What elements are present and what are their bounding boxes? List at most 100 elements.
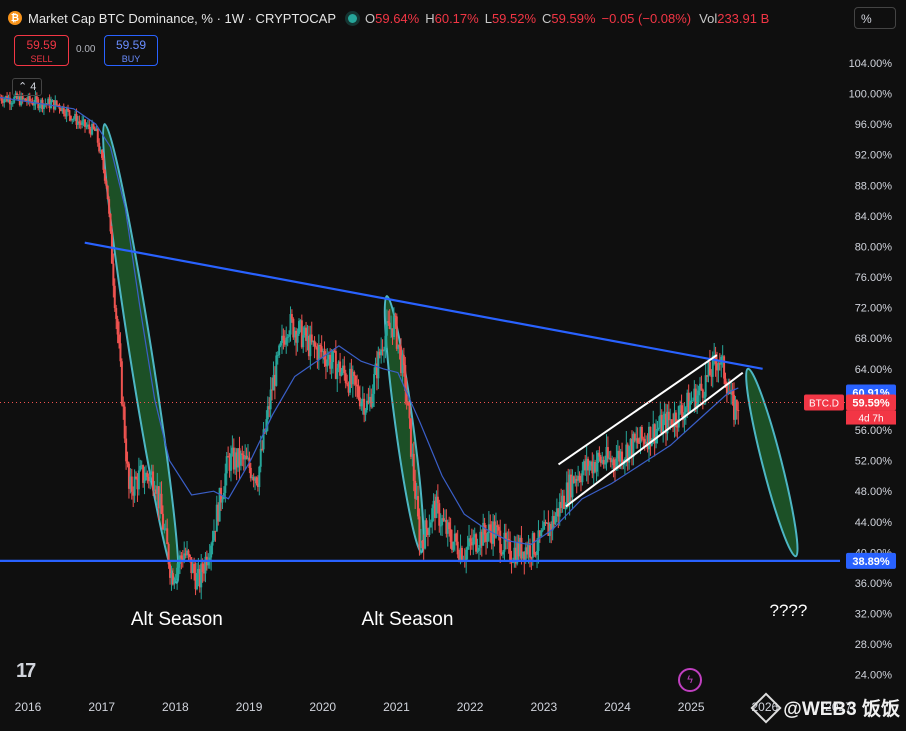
candle-body	[480, 531, 483, 546]
candle-body	[473, 534, 476, 538]
sell-button[interactable]: 59.59 SELL	[14, 35, 69, 66]
buy-button[interactable]: 59.59 BUY	[104, 35, 158, 66]
candle-body	[686, 392, 689, 408]
candle-body	[98, 142, 101, 152]
candle-body	[0, 97, 3, 101]
lightning-icon[interactable]: ϟ	[678, 668, 702, 692]
candle-body	[592, 462, 595, 474]
candle-body	[353, 372, 356, 377]
candle-body	[564, 508, 567, 510]
candle-body	[526, 547, 529, 555]
candle-body	[490, 531, 493, 544]
candle-body	[47, 98, 50, 104]
candle-body	[269, 389, 272, 410]
candle-body	[659, 414, 662, 428]
candle-body	[297, 321, 300, 334]
candle-body	[102, 157, 105, 170]
candle-body	[380, 349, 383, 356]
candle-body	[618, 450, 621, 462]
candle-body	[259, 448, 262, 467]
candle-body	[519, 537, 522, 557]
candle-body	[334, 351, 337, 379]
candle-body	[78, 121, 81, 124]
candle-body	[252, 477, 255, 481]
y-tick-label: 68.00%	[855, 333, 893, 345]
trendlines	[0, 241, 840, 562]
candle-body	[429, 522, 432, 528]
candle-body	[173, 580, 176, 585]
candle-body	[309, 334, 312, 357]
candle-body	[150, 471, 153, 474]
candle-body	[545, 522, 548, 524]
candle-body	[354, 376, 357, 385]
candle-body	[79, 123, 82, 125]
candle-body	[68, 110, 71, 116]
candle-body	[161, 513, 164, 530]
candle-body	[409, 418, 412, 457]
candle-body	[349, 368, 351, 393]
candle-body	[649, 426, 652, 446]
candle-body	[61, 106, 64, 112]
candle-body	[459, 547, 462, 561]
candle-body	[207, 560, 210, 566]
candle-body	[553, 516, 556, 525]
candle-body	[608, 457, 611, 459]
x-tick-label: 2026	[751, 700, 778, 714]
scale-mode-button[interactable]: %	[854, 7, 896, 29]
spread-value: 0.00	[76, 44, 96, 55]
candle-body	[412, 453, 415, 481]
candle-body	[528, 543, 531, 558]
candle-body	[663, 413, 666, 420]
candle-body	[82, 119, 85, 122]
indicators-toggle[interactable]: ⌃ 4	[12, 78, 43, 96]
candle-body	[520, 537, 523, 559]
candle-body	[674, 412, 677, 426]
candle-body	[157, 486, 160, 509]
candle-body	[381, 349, 384, 351]
candle-body	[91, 123, 94, 135]
candle-body	[93, 128, 96, 131]
candle-body	[383, 350, 386, 352]
candle-body	[357, 386, 360, 398]
candle-body	[221, 498, 224, 503]
candle-body	[707, 362, 710, 377]
chart-header: ₿ Market Cap BTC Dominance, % · 1W · CRY…	[8, 8, 769, 28]
candle-body	[611, 459, 614, 463]
candle-body	[585, 458, 588, 471]
sell-price: 59.59	[26, 38, 57, 52]
candle-body	[710, 375, 713, 377]
candle-body	[439, 525, 442, 527]
candle-body	[468, 538, 471, 547]
candle-body	[101, 150, 104, 158]
candle-body	[609, 457, 612, 463]
open-value: 59.64%	[375, 10, 420, 26]
candle-body	[428, 527, 431, 535]
candle-body	[200, 563, 203, 588]
candle-body	[133, 476, 136, 496]
candle-body	[496, 525, 499, 527]
candle-body	[475, 534, 478, 552]
candle-body	[530, 557, 533, 559]
candle-body	[469, 538, 472, 542]
candle-body	[234, 452, 237, 470]
candle-body	[531, 533, 534, 558]
candle-body	[733, 394, 736, 420]
candle-body	[186, 550, 189, 556]
candle-body	[201, 563, 204, 572]
candle-body	[24, 98, 27, 102]
tradingview-logo-icon[interactable]: 17	[16, 660, 36, 682]
candle-body	[455, 533, 458, 542]
candle-body	[171, 573, 174, 585]
candle-body	[503, 532, 506, 552]
candle-body	[443, 520, 446, 522]
candle-body	[215, 504, 218, 532]
candle-body	[106, 185, 109, 200]
candle-body	[602, 459, 605, 465]
candle-body	[489, 524, 492, 532]
symbol-title[interactable]: Market Cap BTC Dominance, % · 1W · CRYPT…	[28, 10, 336, 26]
candle-body	[615, 458, 618, 469]
candle-body	[177, 563, 180, 568]
candle-body	[458, 554, 461, 561]
candle-body	[477, 547, 480, 551]
